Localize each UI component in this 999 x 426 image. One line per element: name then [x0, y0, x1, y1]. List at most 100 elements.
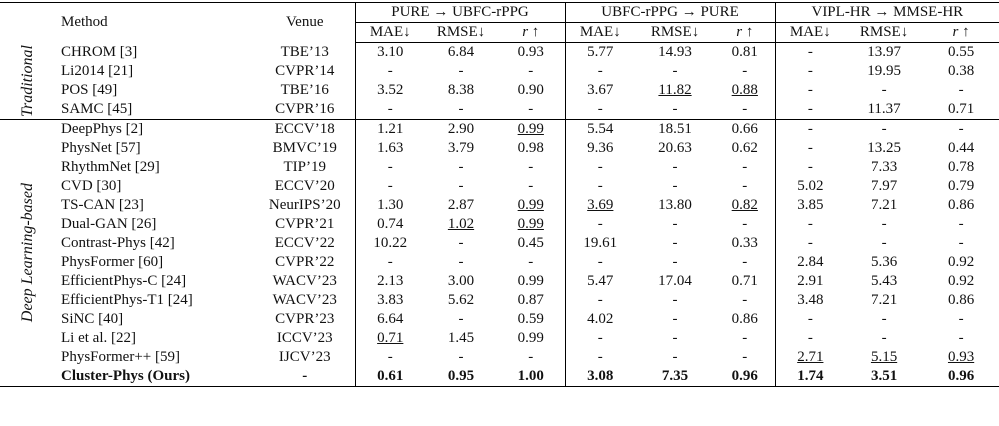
value-cell: 2.90	[425, 120, 497, 140]
value-text: 3.10	[377, 44, 404, 60]
value-text: 11.82	[658, 82, 692, 98]
venue-cell: CVPR’16	[255, 100, 355, 120]
venue-cell: CVPR’23	[275, 311, 335, 327]
value-text: 3.51	[870, 368, 898, 384]
value-cell: -	[354, 348, 425, 367]
value-text: -	[807, 44, 813, 60]
value-text: -	[597, 330, 603, 346]
value-cell: -	[425, 310, 497, 329]
value-cell: -	[497, 177, 565, 196]
value-text: 13.97	[867, 44, 901, 60]
table-row: Traditional CHROM [3] TBE’13 3.10 6.84 0.93 5.…	[0, 42, 999, 120]
value-text: -	[881, 311, 887, 327]
value-text: -	[458, 159, 464, 175]
value-text: 1.02	[447, 216, 475, 232]
value-cell: -	[354, 177, 425, 196]
value-text: 0.98	[517, 140, 544, 156]
value-cell: -	[635, 291, 715, 310]
value-text: -	[528, 254, 534, 270]
value-cell: -	[715, 177, 775, 196]
table-row: RhythmNet [29] TIP’19 - - - - - - - 7.33 0.78	[0, 158, 999, 177]
value-text: 9.36	[587, 140, 614, 156]
value-cell: 0.92	[923, 272, 999, 291]
value-cell: 6.64	[354, 310, 425, 329]
value-cell: 0.45	[497, 234, 565, 253]
header-cell: Venue	[255, 2, 355, 43]
value-cell: 1.21	[354, 119, 425, 139]
venue-cell: ECCV’22	[274, 235, 335, 251]
value-text: -	[807, 330, 813, 346]
value-cell: -	[923, 81, 999, 100]
venue-cell: WACV’23	[272, 273, 337, 289]
value-cell: -	[354, 158, 425, 177]
value-text: 0.66	[731, 121, 758, 137]
value-text: -	[528, 159, 534, 175]
value-cell: 13.80	[635, 196, 715, 215]
method-cell: TS-CAN [23]	[61, 197, 144, 213]
value-cell: 0.59	[497, 310, 565, 329]
venue-cell: CVPR’22	[275, 254, 335, 270]
value-text: -	[742, 178, 748, 194]
value-cell: -	[635, 177, 715, 196]
value-text: 0.99	[517, 216, 544, 232]
value-text: 2.71	[797, 349, 824, 365]
value-text: -	[742, 254, 748, 270]
value-cell: 1.45	[425, 329, 497, 348]
value-text: -	[672, 178, 678, 194]
value-text: 4.02	[587, 311, 614, 327]
value-text: -	[672, 235, 678, 251]
value-cell: 0.86	[715, 310, 775, 329]
value-cell: 5.62	[425, 291, 497, 310]
value-cell: -	[564, 291, 636, 310]
value-cell: -	[635, 329, 715, 348]
value-text: 3.52	[377, 82, 404, 98]
value-text: -	[387, 63, 393, 79]
value-cell: -	[845, 215, 923, 234]
value-cell: -	[635, 158, 715, 177]
venue-cell: ECCV’20	[274, 178, 335, 194]
value-text: -	[458, 254, 464, 270]
value-cell: 0.95	[425, 367, 497, 387]
value-cell: 0.71	[715, 272, 775, 291]
table-row: PhysFormer++ [59] IJCV’23 - - - - - - 2.71 5.15 0.…	[0, 348, 999, 367]
value-cell: 0.44	[923, 139, 999, 158]
value-text: 7.35	[661, 368, 689, 384]
value-cell: 3.10	[354, 42, 425, 62]
value-cell: -	[845, 310, 923, 329]
value-cell: -	[774, 158, 846, 177]
value-text: 0.71	[377, 330, 404, 346]
venue-cell: WACV’23	[272, 292, 337, 308]
value-cell: -	[425, 177, 497, 196]
value-text: 0.71	[947, 101, 975, 117]
value-cell: -	[923, 215, 999, 234]
value-cell: -	[497, 158, 565, 177]
value-cell: 2.84	[774, 253, 846, 272]
value-text: -	[387, 254, 393, 270]
metric-header: RMSE↓	[635, 22, 716, 43]
metric-header: RMSE↓	[845, 22, 924, 43]
value-cell: -	[635, 62, 715, 81]
value-cell: 0.99	[497, 272, 565, 291]
value-text: 13.25	[867, 140, 901, 156]
value-text: 5.36	[870, 254, 898, 270]
value-cell: 0.99	[497, 120, 565, 140]
method-cell: CVD [30]	[61, 178, 122, 194]
value-cell: 9.36	[564, 139, 636, 158]
value-text: -	[597, 216, 603, 232]
table-row: PhysFormer [60] CVPR’22 - - - - - - 2.84 5.36 0.92	[0, 253, 999, 272]
value-text: 1.00	[517, 368, 544, 384]
value-cell: 0.86	[923, 291, 999, 310]
value-text: 0.61	[377, 368, 404, 384]
value-cell: -	[635, 100, 716, 120]
value-cell: 0.82	[715, 196, 775, 215]
value-cell: 0.87	[497, 291, 565, 310]
value-text: -	[881, 235, 887, 251]
value-cell: -	[635, 234, 715, 253]
method-cell: POS [49]	[61, 82, 118, 98]
value-cell: 13.25	[845, 139, 923, 158]
venue-cell: CVPR’14	[275, 63, 335, 79]
value-cell: -	[354, 100, 425, 120]
value-text: 0.55	[947, 44, 975, 60]
value-cell: 5.54	[564, 119, 636, 139]
